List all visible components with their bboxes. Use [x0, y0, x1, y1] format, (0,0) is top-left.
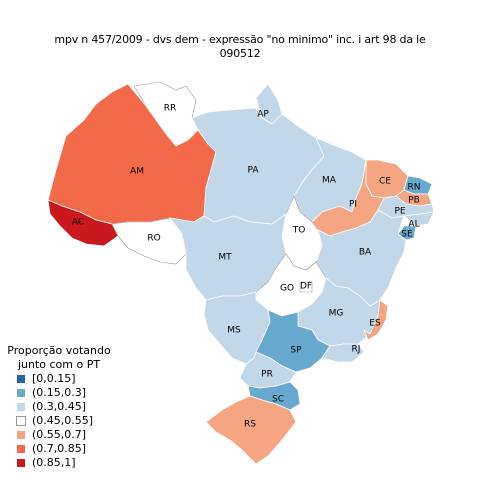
state-label-pe: PE [394, 207, 405, 217]
state-label-sp: SP [290, 346, 302, 356]
legend-label: (0.45,0.55] [32, 414, 94, 427]
map-title-line2: 090512 [219, 47, 261, 60]
legend-title-line2: junto com o PT [17, 358, 101, 371]
state-label-am: AM [130, 167, 144, 177]
legend-swatch [16, 374, 26, 384]
legend-swatch [16, 458, 26, 468]
state-shapes [47, 81, 435, 465]
state-label-ms: MS [227, 326, 241, 336]
state-label-ac: AC [72, 218, 84, 228]
state-pr [239, 351, 297, 389]
legend-swatch [16, 388, 26, 398]
legend-items: [0,0.15] (0.15,0.3] (0.3,0.45] (0.45,0.55](… [4, 372, 124, 470]
state-label-mg: MG [329, 309, 344, 319]
state-ac [47, 199, 119, 247]
legend-label: (0.55,0.7] [32, 428, 87, 441]
state-rj [321, 343, 365, 363]
legend-title: Proporção votando junto com o PT [4, 344, 114, 372]
state-al [403, 211, 435, 227]
legend-label: (0.3,0.45] [32, 400, 87, 413]
state-sp [255, 309, 331, 373]
legend-item: (0.45,0.55] [16, 414, 124, 428]
legend-swatch [16, 416, 26, 426]
legend-item: (0.85,1] [16, 456, 124, 470]
state-label-pi: PI [349, 200, 357, 210]
state-label-sc: SC [272, 395, 284, 405]
map-title: mpv n 457/2009 - dvs dem - expressão "no… [0, 33, 480, 61]
state-label-es: ES [369, 319, 381, 329]
state-df [299, 281, 313, 293]
legend-swatch [16, 444, 26, 454]
state-se [397, 225, 417, 241]
state-label-mt: MT [218, 253, 232, 263]
state-label-rj: RJ [352, 345, 361, 355]
state-label-to: TO [292, 226, 306, 236]
state-label-df: DF [300, 282, 312, 292]
legend-item: (0.3,0.45] [16, 400, 124, 414]
state-label-al: AL [408, 220, 419, 230]
legend-label: (0.15,0.3] [32, 386, 87, 399]
state-rs [205, 395, 297, 465]
legend-swatch [16, 430, 26, 440]
state-label-ro: RO [147, 234, 160, 244]
state-label-ap: AP [257, 110, 269, 120]
state-label-rr: RR [164, 104, 177, 114]
state-label-se: SE [401, 230, 413, 240]
state-es [363, 299, 389, 341]
legend-label: (0.7,0.85] [32, 442, 87, 455]
state-label-rs: RS [244, 420, 256, 430]
legend-label: [0,0.15] [32, 372, 76, 385]
state-label-pb: PB [408, 196, 420, 206]
state-label-pr: PR [261, 370, 273, 380]
legend-title-line1: Proporção votando [7, 344, 111, 357]
legend-item: (0.7,0.85] [16, 442, 124, 456]
state-label-rn: RN [408, 183, 421, 193]
legend-item: (0.55,0.7] [16, 428, 124, 442]
state-label-pa: PA [247, 166, 259, 176]
legend: Proporção votando junto com o PT [0,0.15… [4, 344, 124, 470]
state-label-ce: CE [379, 177, 391, 187]
legend-item: (0.15,0.3] [16, 386, 124, 400]
state-label-go: GO [280, 284, 294, 294]
map-title-line1: mpv n 457/2009 - dvs dem - expressão "no… [54, 33, 426, 46]
legend-swatch [16, 402, 26, 412]
legend-item: [0,0.15] [16, 372, 124, 386]
state-label-ma: MA [322, 176, 337, 186]
legend-label: (0.85,1] [32, 456, 76, 469]
state-label-ba: BA [359, 248, 372, 258]
